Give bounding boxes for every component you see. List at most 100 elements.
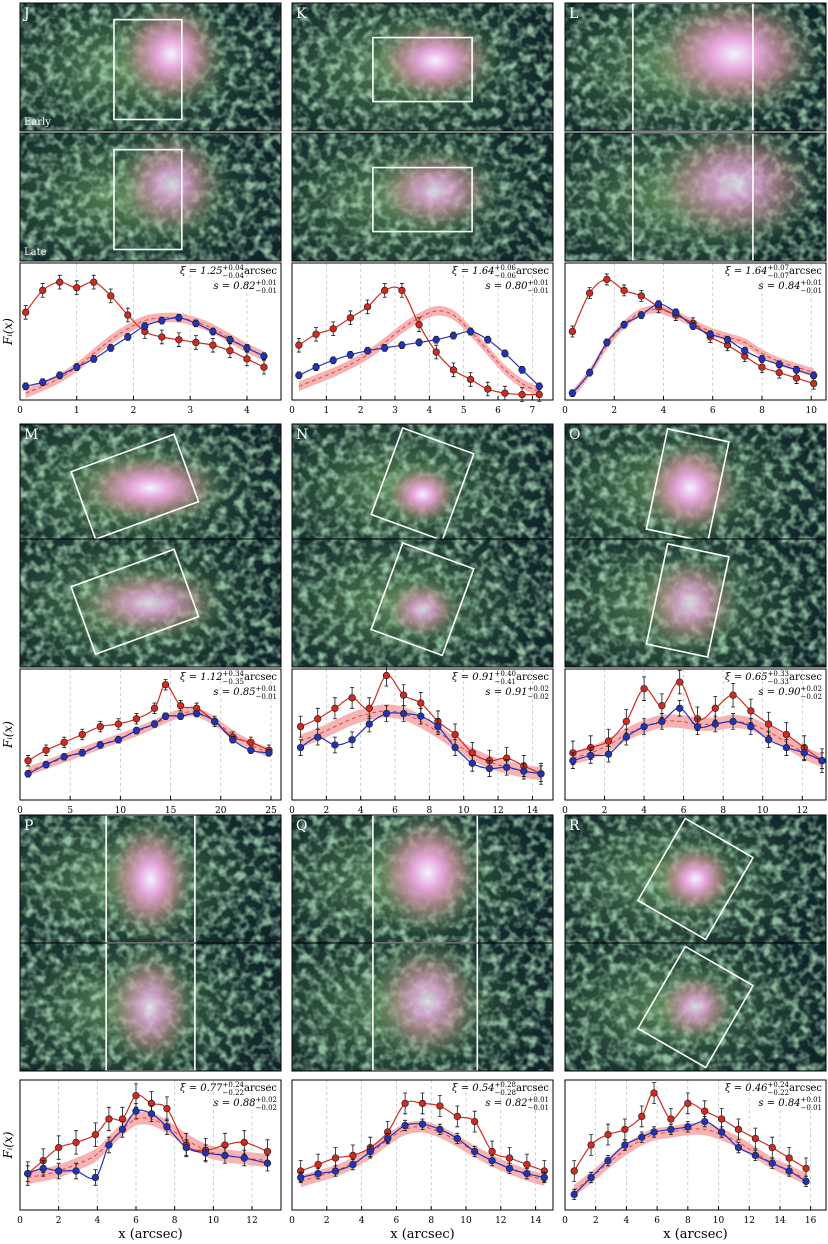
- annotation-value: s = 0.84: [758, 1098, 800, 1109]
- data-point: [118, 1125, 127, 1134]
- data-point: [432, 336, 440, 344]
- data-point: [775, 360, 783, 369]
- annotation-minus: −0.01: [528, 287, 549, 295]
- data-point: [329, 325, 337, 333]
- image-blob: [370, 15, 501, 106]
- data-point: [436, 1125, 444, 1134]
- sky-image: [20, 815, 281, 943]
- x-tick-label: 4: [427, 406, 433, 416]
- data-point: [209, 327, 217, 336]
- data-point: [90, 355, 98, 363]
- model-line: [572, 720, 823, 762]
- image-frame: [564, 2, 827, 132]
- data-point: [604, 1130, 612, 1139]
- x-tick-label: 2: [323, 806, 329, 816]
- sky-image: [292, 943, 553, 1071]
- plot-frame: [291, 262, 554, 401]
- data-point: [243, 344, 251, 352]
- data-point: [349, 1160, 357, 1169]
- data-point: [240, 1154, 248, 1162]
- image-blob: [72, 564, 229, 642]
- data-point: [453, 1134, 461, 1143]
- data-point: [229, 736, 237, 744]
- annotation-minus: −0.07: [768, 272, 789, 280]
- image-frame: [564, 942, 827, 1072]
- annotation-unit: arcsec: [789, 1083, 822, 1094]
- data-point: [349, 1151, 357, 1160]
- data-point: [209, 341, 217, 349]
- data-point: [758, 355, 766, 363]
- image-blob: [113, 133, 229, 242]
- x-tick-label: 2: [593, 1216, 599, 1226]
- data-point: [502, 763, 511, 771]
- data-point: [449, 366, 458, 374]
- x-tick-label: 14: [530, 1216, 542, 1226]
- panel-label: K: [296, 6, 307, 22]
- x-tick-label: 10: [115, 806, 127, 816]
- image-blob: [643, 3, 826, 119]
- x-tick-label: 8: [720, 806, 726, 816]
- annotation: s = 0.90+0.02 −0.02: [758, 685, 822, 701]
- annotation-plus: +0.07: [768, 264, 789, 272]
- image-blob: [370, 815, 486, 937]
- x-axis-label: x (arcsec): [390, 1227, 455, 1240]
- data-point: [399, 691, 408, 699]
- data-point: [176, 712, 185, 720]
- data-point: [415, 338, 423, 347]
- x-tick-label: 4: [641, 806, 647, 816]
- region-box: [636, 817, 755, 941]
- x-tick-label: 12: [797, 806, 808, 816]
- annotation-plus: +0.02: [256, 1096, 277, 1104]
- data-point: [488, 1147, 496, 1156]
- data-point: [114, 720, 123, 728]
- annotation-minus: −0.01: [256, 287, 277, 295]
- data-point: [501, 349, 509, 358]
- data-point: [453, 1112, 461, 1121]
- region-box: [636, 945, 755, 1069]
- data-point: [810, 371, 818, 379]
- annotation-plus: +0.04: [223, 264, 245, 272]
- annotation-unit: arcsec: [789, 266, 822, 277]
- x-axis-label: x (arcsec): [118, 1227, 183, 1240]
- annotation-minus: −0.22: [768, 1089, 789, 1097]
- data-point: [90, 278, 98, 286]
- x-tick-label: 8: [427, 806, 433, 816]
- annotation: ξ = 1.12+0.34 −0.35arcsec: [180, 670, 277, 686]
- x-tick-label: 10: [713, 1216, 725, 1226]
- data-point: [175, 336, 183, 344]
- annotation-value: ξ = 0.46: [725, 1083, 768, 1094]
- data-point: [569, 757, 577, 765]
- data-point: [765, 720, 773, 728]
- data-point: [366, 1147, 374, 1156]
- data-point: [418, 1120, 427, 1128]
- data-point: [73, 363, 81, 371]
- annotation-plus: +0.24: [768, 1081, 790, 1089]
- x-axis-label: x (arcsec): [663, 1227, 728, 1240]
- data-point: [434, 722, 442, 731]
- data-point: [22, 382, 30, 390]
- data-point: [518, 366, 526, 374]
- data-point: [211, 717, 219, 726]
- data-point: [782, 730, 791, 739]
- data-point: [501, 389, 509, 397]
- sky-image: [20, 539, 281, 667]
- data-point: [161, 681, 170, 689]
- x-tick-label: 0: [289, 806, 295, 816]
- data-point: [505, 1154, 514, 1162]
- annotation-unit: arcsec: [516, 1083, 549, 1094]
- data-point: [201, 1149, 210, 1157]
- data-point: [263, 1147, 272, 1156]
- data-point: [124, 333, 132, 341]
- data-point: [689, 322, 697, 330]
- data-point: [247, 746, 255, 754]
- data-point: [650, 1128, 658, 1136]
- annotation-minus: −0.01: [801, 287, 822, 295]
- data-point: [192, 319, 200, 327]
- data-point: [810, 379, 818, 388]
- image-blob: [370, 145, 501, 236]
- x-tick-label: 6: [710, 406, 716, 416]
